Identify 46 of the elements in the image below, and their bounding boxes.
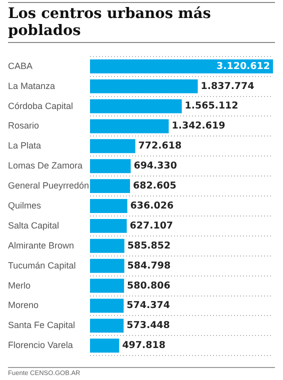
bar [90,318,124,333]
data-label: 682.605 [133,180,176,192]
y-tick-label: Moreno [8,300,39,310]
data-label: 636.026 [130,200,174,212]
data-label: 497.818 [122,340,166,352]
y-tick-label: La Plata [8,140,42,151]
bar [90,179,130,194]
y-tick-label: Rosario [8,120,40,131]
y-tick-label: La Matanza [8,80,56,91]
data-label: 1.837.774 [200,80,255,92]
bar [90,99,182,114]
y-tick-label: CABA [8,60,33,71]
y-tick-label: Merlo [8,280,31,290]
data-label: 772.618 [138,140,182,152]
data-label: 573.448 [126,320,170,332]
data-label: 3.120.612 [216,60,270,72]
bar [90,79,198,94]
bar [90,298,124,313]
y-tick-label: Lomas De Zamora [8,160,83,171]
y-tick-label: Salta Capital [8,220,60,230]
y-tick-label: Tucumán Capital [8,260,76,270]
data-label: 580.806 [127,280,171,292]
chart-title: Los centros urbanos más poblados [8,2,275,43]
y-tick-label: General Pueyrredón [8,180,90,191]
bar [90,59,273,74]
y-tick-label: Santa Fe Capital [8,320,76,330]
data-label: 694.330 [134,160,178,172]
y-tick-label: Córdoba Capital [8,100,74,111]
bar [90,278,124,293]
data-label: 584.798 [127,260,171,272]
data-label: 1.565.112 [184,100,238,112]
bar [90,139,136,154]
bar [90,199,128,213]
bar [90,338,120,353]
bar [90,119,169,134]
data-label: 627.107 [130,220,174,232]
data-label: 574.374 [126,300,170,312]
data-label: 585.852 [127,240,171,252]
y-tick-label: Quilmes [8,200,42,210]
bar [90,159,131,174]
bar [90,238,124,253]
y-tick-label: Almirante Brown [8,240,74,250]
y-tick-label: Florencio Varela [8,340,73,350]
bar [90,218,127,233]
data-label: 1.342.619 [172,120,226,132]
bar [90,258,124,273]
